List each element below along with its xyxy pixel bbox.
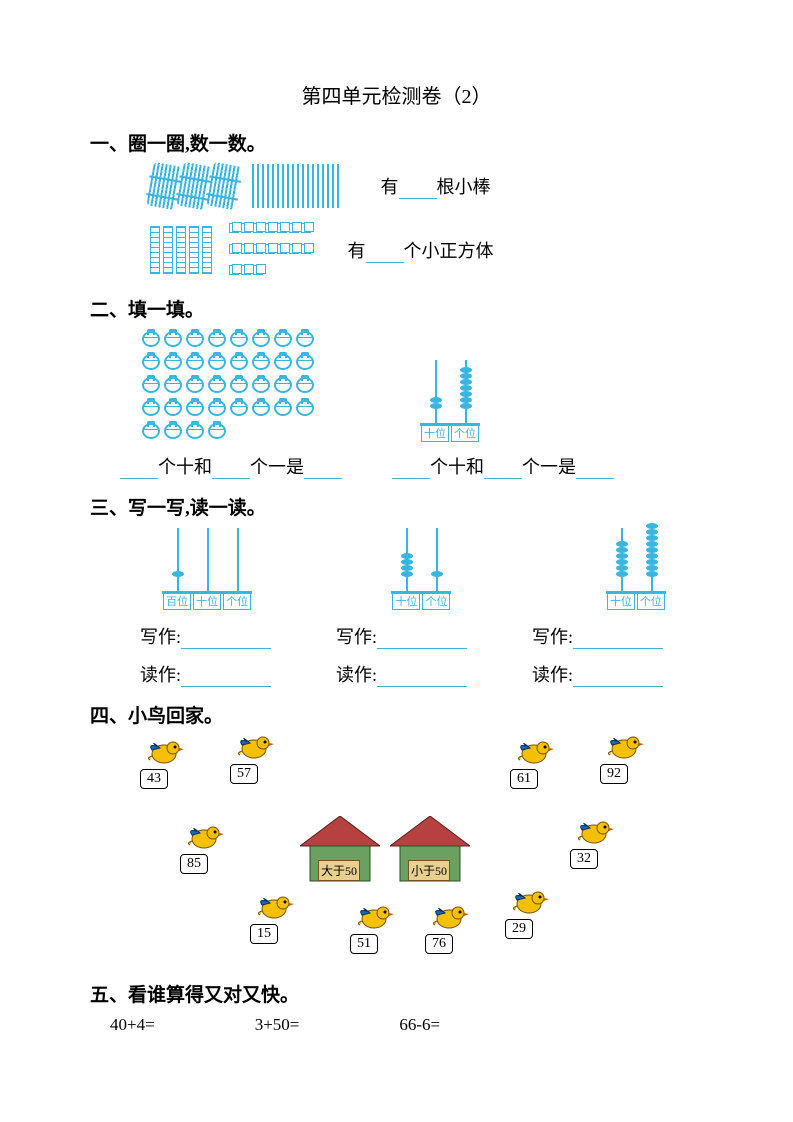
q1-sticks-figure [150, 164, 341, 208]
q2-abacus: 十位个位 [420, 360, 480, 445]
q3-read-2: 读作: [336, 661, 467, 687]
q3-write-3: 写作: [532, 623, 663, 649]
q5-p3: 66-6= [399, 1015, 440, 1035]
house-lt50: 小于50 [390, 816, 470, 891]
q3-heading: 三、写一写,读一读。 [90, 493, 703, 520]
bird-61: 61 [510, 736, 560, 789]
q5-p2: 3+50= [255, 1015, 300, 1035]
house-gt50: 大于50 [300, 816, 380, 891]
q5-heading: 五、看谁算得又对又快。 [90, 980, 703, 1007]
bird-92: 92 [600, 731, 650, 784]
q5-p1: 40+4= [110, 1015, 155, 1035]
q4-scene: 大于50 小于50 43576192853215517629 [90, 736, 703, 966]
bird-85: 85 [180, 821, 230, 874]
page-title: 第四单元检测卷（2） [90, 80, 703, 109]
q2-text-right: 个十和个一是 [392, 453, 614, 479]
bird-76: 76 [425, 901, 475, 954]
q1-cubes-blank[interactable] [366, 244, 404, 263]
q1-cubes-figure [150, 218, 318, 281]
bird-57: 57 [230, 731, 280, 784]
q4-heading: 四、小鸟回家。 [90, 701, 703, 728]
q2-heading: 二、填一填。 [90, 295, 703, 322]
q1-heading: 一、圈一圈,数一数。 [90, 129, 703, 156]
q1-cubes-text: 有个小正方体 [348, 237, 494, 263]
bird-15: 15 [250, 891, 300, 944]
bird-29: 29 [505, 886, 555, 939]
bird-51: 51 [350, 901, 400, 954]
q2-lanterns [140, 330, 360, 445]
q3-write-1: 写作: [140, 623, 271, 649]
bird-32: 32 [570, 816, 620, 869]
q1-sticks-blank[interactable] [399, 180, 437, 199]
bird-43: 43 [140, 736, 190, 789]
q3-write-2: 写作: [336, 623, 467, 649]
q3-read-1: 读作: [140, 661, 271, 687]
q5-problems: 40+4= 3+50= 66-6= [110, 1015, 703, 1035]
q1-sticks-text: 有根小棒 [381, 173, 491, 199]
q3-read-3: 读作: [532, 661, 663, 687]
q2-text-left: 个十和个一是 [120, 453, 342, 479]
